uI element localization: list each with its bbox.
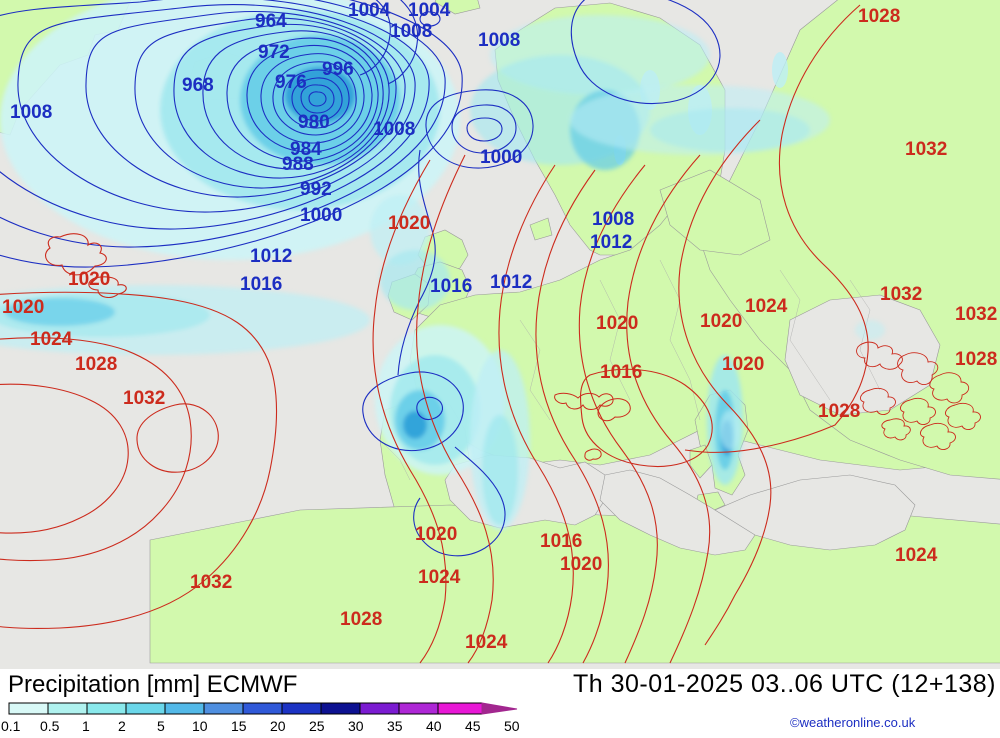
svg-text:2: 2	[118, 718, 126, 733]
svg-text:15: 15	[231, 718, 247, 733]
svg-text:30: 30	[348, 718, 364, 733]
svg-text:1020: 1020	[560, 554, 602, 575]
svg-text:20: 20	[270, 718, 286, 733]
svg-text:1020: 1020	[415, 524, 457, 545]
svg-text:1008: 1008	[10, 102, 52, 123]
svg-text:988: 988	[282, 154, 314, 175]
svg-text:1028: 1028	[858, 6, 900, 27]
svg-text:1020: 1020	[596, 313, 638, 334]
svg-text:0.1: 0.1	[1, 718, 21, 733]
svg-text:968: 968	[182, 75, 214, 96]
svg-text:1020: 1020	[388, 213, 430, 234]
svg-text:1012: 1012	[490, 272, 532, 293]
svg-text:Precipitation [mm] ECMWF: Precipitation [mm] ECMWF	[8, 671, 297, 698]
svg-text:1028: 1028	[340, 609, 382, 630]
svg-text:1020: 1020	[700, 311, 742, 332]
svg-text:5: 5	[157, 718, 165, 733]
svg-text:972: 972	[258, 42, 290, 63]
svg-text:1000: 1000	[300, 205, 342, 226]
svg-text:35: 35	[387, 718, 403, 733]
svg-text:964: 964	[255, 11, 287, 32]
svg-text:996: 996	[322, 59, 354, 80]
svg-text:976: 976	[275, 72, 307, 93]
svg-text:1008: 1008	[390, 21, 432, 42]
svg-text:1032: 1032	[123, 388, 165, 409]
svg-text:992: 992	[300, 179, 332, 200]
svg-text:1032: 1032	[905, 139, 947, 160]
svg-text:50: 50	[504, 718, 520, 733]
svg-text:1024: 1024	[30, 329, 73, 350]
svg-text:1028: 1028	[75, 354, 117, 375]
svg-text:1032: 1032	[190, 572, 232, 593]
svg-text:1028: 1028	[955, 349, 997, 370]
svg-text:1024: 1024	[418, 567, 461, 588]
svg-text:40: 40	[426, 718, 442, 733]
svg-text:1004: 1004	[348, 0, 391, 21]
svg-text:0.5: 0.5	[40, 718, 60, 733]
svg-text:©weatheronline.co.uk: ©weatheronline.co.uk	[790, 715, 916, 730]
svg-text:1012: 1012	[250, 246, 292, 267]
svg-text:1000: 1000	[480, 147, 522, 168]
svg-text:1004: 1004	[408, 0, 451, 21]
svg-text:10: 10	[192, 718, 208, 733]
svg-text:1024: 1024	[465, 632, 508, 653]
svg-text:1008: 1008	[478, 30, 520, 51]
svg-text:1024: 1024	[895, 545, 938, 566]
svg-text:1016: 1016	[600, 362, 642, 383]
svg-text:1032: 1032	[880, 284, 922, 305]
svg-text:1016: 1016	[240, 274, 282, 295]
svg-text:1: 1	[82, 718, 90, 733]
svg-text:1028: 1028	[818, 401, 860, 422]
svg-text:1012: 1012	[590, 232, 632, 253]
svg-text:1020: 1020	[68, 269, 110, 290]
svg-text:980: 980	[298, 112, 330, 133]
svg-text:1020: 1020	[2, 297, 44, 318]
svg-text:1024: 1024	[745, 296, 788, 317]
svg-text:1032: 1032	[955, 304, 997, 325]
svg-text:25: 25	[309, 718, 325, 733]
svg-text:1016: 1016	[540, 531, 582, 552]
svg-text:1008: 1008	[373, 119, 415, 140]
svg-text:1016: 1016	[430, 276, 472, 297]
svg-text:Th 30-01-2025 03..06 UTC (12+1: Th 30-01-2025 03..06 UTC (12+138)	[573, 670, 996, 698]
svg-text:45: 45	[465, 718, 481, 733]
svg-text:1008: 1008	[592, 209, 634, 230]
svg-text:1020: 1020	[722, 354, 764, 375]
